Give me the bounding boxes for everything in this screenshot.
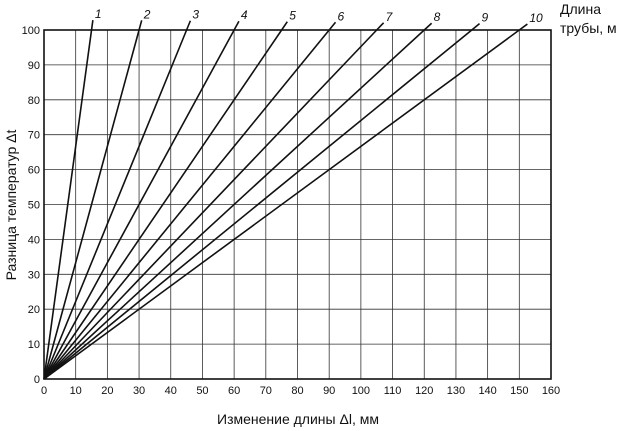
series-label-3: 3 bbox=[192, 8, 199, 22]
x-tick-label: 20 bbox=[101, 385, 113, 397]
series-line-6 bbox=[43, 29, 330, 380]
series-line-4 bbox=[43, 29, 235, 380]
series-label-6: 6 bbox=[338, 9, 345, 23]
x-tick-labels: 0 10 20 30 40 50 60 70 80 90 100 110 120 130 140 150 160 bbox=[41, 385, 560, 397]
y-tick-label: 50 bbox=[28, 200, 40, 212]
series-line-2 bbox=[43, 29, 140, 380]
x-tick-label: 30 bbox=[133, 385, 145, 397]
x-tick-label: 90 bbox=[323, 385, 335, 397]
y-tick-labels: 0 10 20 30 40 50 60 70 80 90 100 bbox=[22, 25, 40, 386]
x-tick-label: 100 bbox=[352, 385, 370, 397]
series-line-7 bbox=[43, 29, 378, 380]
x-tick-label: 10 bbox=[70, 385, 82, 397]
series-label-2: 2 bbox=[143, 7, 151, 21]
series-line-tail-6 bbox=[328, 21, 337, 31]
plot-frame bbox=[43, 29, 552, 380]
x-tick-label: 50 bbox=[196, 385, 208, 397]
x-tick-label: 110 bbox=[384, 385, 402, 397]
series-label-4: 4 bbox=[241, 8, 248, 22]
x-tick-label: 150 bbox=[510, 385, 528, 397]
y-tick-label: 0 bbox=[34, 374, 40, 386]
x-tick-label: 130 bbox=[447, 385, 465, 397]
x-tick-label: 120 bbox=[415, 385, 433, 397]
series-line-10 bbox=[43, 29, 520, 380]
series-label-9: 9 bbox=[482, 11, 489, 25]
series-label-5: 5 bbox=[289, 9, 296, 23]
series-line-tail-5 bbox=[280, 21, 288, 31]
series-line-tail-2 bbox=[138, 20, 143, 31]
series-line-tail-8 bbox=[423, 22, 433, 31]
y-tick-label: 70 bbox=[28, 130, 40, 142]
series-label-7: 7 bbox=[386, 10, 394, 24]
y-tick-label: 100 bbox=[22, 25, 40, 37]
series-line-tail-1 bbox=[90, 19, 94, 31]
grid bbox=[43, 29, 552, 380]
series-line-3 bbox=[43, 29, 188, 380]
x-tick-label: 70 bbox=[260, 385, 272, 397]
legend-title-line-2: трубы, м bbox=[560, 20, 617, 36]
legend-title-line-1: Длина bbox=[560, 1, 601, 17]
x-tick-label: 0 bbox=[41, 385, 47, 397]
y-tick-label: 90 bbox=[28, 60, 40, 72]
y-tick-label: 60 bbox=[28, 165, 40, 177]
x-tick-label: 140 bbox=[478, 385, 496, 397]
series-line-tail-9 bbox=[471, 23, 481, 31]
y-tick-label: 80 bbox=[28, 95, 40, 107]
x-tick-label: 40 bbox=[165, 385, 177, 397]
y-tick-label: 30 bbox=[28, 269, 40, 281]
x-tick-label: 80 bbox=[291, 385, 303, 397]
y-tick-label: 40 bbox=[28, 234, 40, 246]
y-tick-label: 10 bbox=[28, 339, 40, 351]
series-label-8: 8 bbox=[434, 10, 441, 24]
series-line-8 bbox=[43, 29, 425, 380]
series-line-9 bbox=[43, 29, 473, 380]
x-axis-label: Изменение длины Δl, мм bbox=[217, 411, 379, 427]
series-label-1: 1 bbox=[95, 7, 102, 21]
series-line-tail-7 bbox=[376, 22, 385, 31]
y-axis-label: Разница температур Δt bbox=[3, 129, 19, 280]
series-line-5 bbox=[43, 29, 283, 380]
x-tick-label: 60 bbox=[228, 385, 240, 397]
series-label-10: 10 bbox=[529, 11, 543, 25]
y-tick-label: 20 bbox=[28, 304, 40, 316]
series-labels: 1 2 3 4 5 6 7 8 9 10 bbox=[95, 7, 543, 25]
series-line-tail-10 bbox=[518, 23, 528, 31]
series-line-1 bbox=[43, 29, 93, 380]
series-line-tail-3 bbox=[185, 20, 192, 31]
series-lines bbox=[43, 19, 528, 380]
x-tick-label: 160 bbox=[542, 385, 560, 397]
series-line-tail-4 bbox=[233, 20, 240, 31]
